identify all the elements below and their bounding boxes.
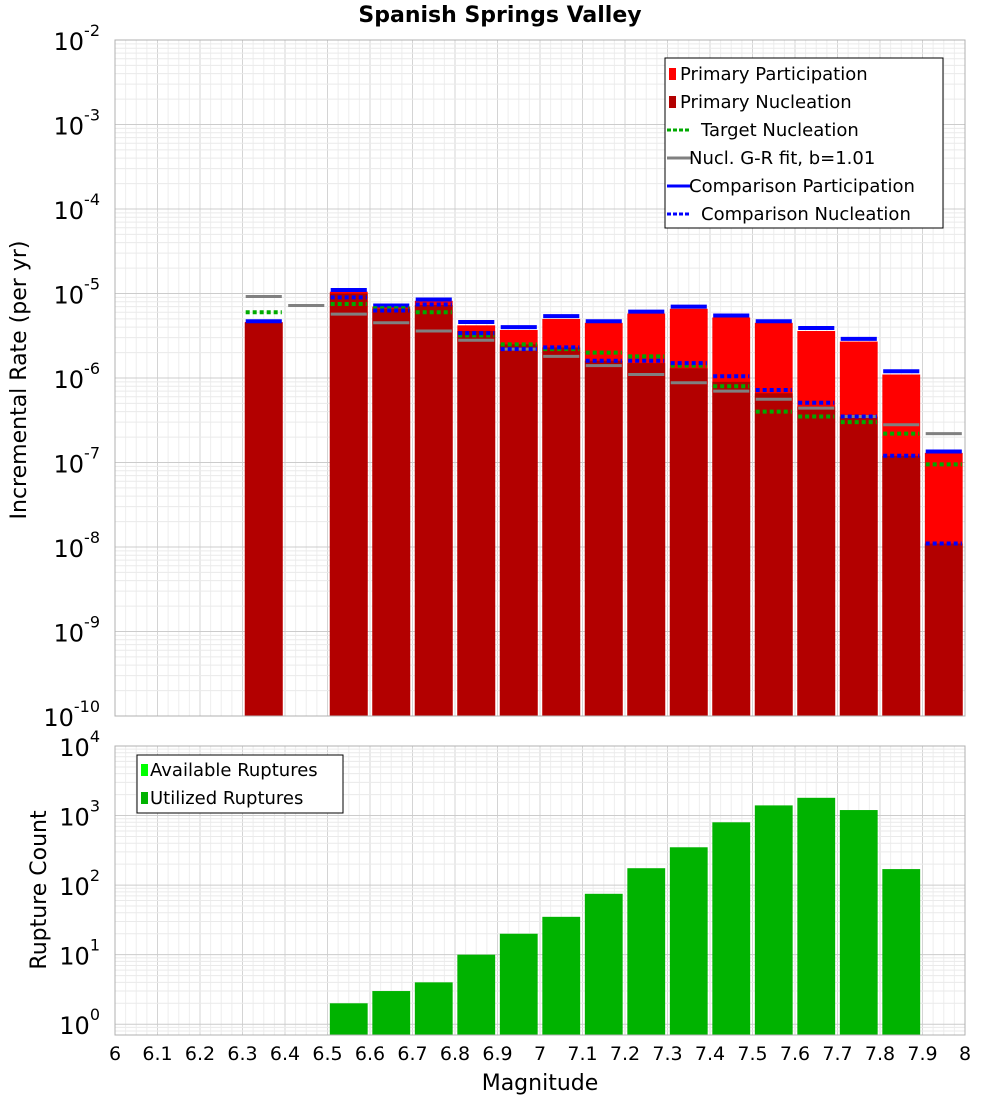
bottom-panel: 100 101 102 103 104 6 6.1 6.2 6.3 6.4 6.5 6.6 6.7 6.8…: [59, 727, 971, 1065]
legend-swatch: [669, 68, 676, 80]
legend-swatch: [669, 96, 676, 108]
x-tick-label: 6.2: [185, 1043, 215, 1065]
legend-swatch: [141, 764, 148, 776]
y-tick-label: 100: [59, 1005, 100, 1040]
utilized-ruptures-bar: [882, 869, 921, 1035]
legend-label: Comparison Participation: [689, 176, 915, 197]
utilized-ruptures-bar: [754, 805, 793, 1035]
primary-nucleation-bar: [244, 322, 283, 716]
primary-nucleation-bar: [372, 308, 411, 716]
x-tick-label: 7.1: [567, 1043, 597, 1065]
bottom-y-axis-label: Rupture Count: [27, 810, 52, 970]
y-tick-label: 103: [59, 797, 100, 832]
y-tick-label: 10-4: [54, 190, 101, 225]
legend-box: [136, 754, 344, 814]
x-tick-label: 7.4: [695, 1043, 725, 1065]
utilized-ruptures-bar: [542, 916, 581, 1035]
legend-label: Comparison Nucleation: [701, 204, 911, 225]
x-tick-label: 6.6: [355, 1043, 385, 1065]
legend-item: Available Ruptures: [141, 760, 318, 781]
legend-label: Primary Nucleation: [680, 92, 852, 113]
y-tick-label: 10-8: [54, 528, 101, 563]
x-tick-label: 7.3: [652, 1043, 682, 1065]
x-tick-label: 7: [534, 1043, 546, 1065]
primary-nucleation-bar: [499, 344, 538, 716]
primary-nucleation-bar: [797, 406, 836, 716]
x-tick-label: 6.5: [312, 1043, 342, 1065]
utilized-ruptures-bar: [797, 797, 836, 1035]
x-tick-label: 6.1: [142, 1043, 172, 1065]
primary-nucleation-bar: [584, 360, 623, 716]
legend-item: Comparison Participation: [667, 176, 915, 197]
y-tick-label: 102: [59, 866, 100, 901]
y-tick-label: 10-7: [54, 444, 101, 479]
x-tick-label: 7.5: [737, 1043, 767, 1065]
legend-label: Primary Participation: [680, 64, 868, 85]
x-tick-label: 6.9: [482, 1043, 512, 1065]
x-tick-label: 6.3: [227, 1043, 257, 1065]
utilized-ruptures-bar: [457, 954, 496, 1035]
primary-nucleation-bar: [839, 416, 878, 716]
utilized-ruptures-bar: [712, 822, 751, 1035]
plot-frame: [114, 39, 966, 717]
top-panel: 10-1010-910-810-710-610-510-410-310-2Pri…: [43, 21, 966, 732]
x-tick-label: 6.8: [440, 1043, 470, 1065]
x-tick-label: 7.2: [610, 1043, 640, 1065]
x-tick-label: 8: [959, 1043, 971, 1065]
y-tick-label: 10-2: [54, 21, 101, 56]
top-y-axis-label: Incremental Rate (per yr): [7, 241, 32, 520]
primary-nucleation-bar: [669, 368, 708, 716]
utilized-ruptures-bar: [329, 1003, 368, 1035]
y-tick-label: 10-6: [54, 359, 101, 394]
legend-item: Nucl. G-R fit, b=1.01: [667, 148, 875, 169]
legend-swatch: [141, 792, 148, 804]
legend-label: Available Ruptures: [150, 760, 318, 781]
chart-title: Spanish Springs Valley: [358, 3, 641, 28]
y-tick-label: 101: [59, 936, 100, 971]
y-tick-label: 104: [59, 727, 100, 762]
utilized-ruptures-bar: [372, 991, 411, 1035]
primary-nucleation-bar: [542, 347, 581, 716]
primary-nucleation-bar: [924, 543, 963, 716]
legend-item: Comparison Nucleation: [667, 204, 911, 225]
y-tick-label: 10-5: [54, 275, 101, 310]
x-tick-label: 7.7: [822, 1043, 852, 1065]
legend-label: Target Nucleation: [700, 120, 859, 141]
utilized-ruptures-bar: [584, 893, 623, 1035]
primary-nucleation-bar: [329, 293, 368, 716]
legend-item: Primary Participation: [669, 64, 868, 85]
x-tick-label: 7.8: [865, 1043, 895, 1065]
utilized-ruptures-bar: [414, 982, 453, 1035]
legend-item: Primary Nucleation: [669, 92, 852, 113]
y-tick-label: 10-3: [54, 106, 101, 141]
legend-label: Utilized Ruptures: [150, 788, 303, 809]
legend-item: Target Nucleation: [667, 120, 859, 141]
utilized-ruptures-bar: [669, 847, 708, 1035]
primary-nucleation-bar: [457, 330, 496, 716]
utilized-ruptures-bar: [839, 810, 878, 1035]
primary-nucleation-bar: [414, 305, 453, 716]
y-tick-label: 10-9: [54, 613, 101, 648]
x-tick-label: 6.4: [270, 1043, 300, 1065]
x-tick-label: 6: [109, 1043, 121, 1065]
primary-nucleation-bar: [712, 381, 751, 716]
x-axis-label: Magnitude: [482, 1071, 599, 1096]
legend-label: Nucl. G-R fit, b=1.01: [689, 148, 875, 169]
primary-nucleation-bar: [754, 393, 793, 716]
primary-nucleation-bar: [627, 363, 666, 716]
primary-nucleation-bar: [882, 455, 921, 716]
utilized-ruptures-bar: [627, 868, 666, 1035]
x-tick-label: 6.7: [397, 1043, 427, 1065]
plot-frame: [114, 745, 966, 1036]
x-tick-label: 7.9: [907, 1043, 937, 1065]
legend-box: [664, 57, 944, 229]
x-tick-label: 7.6: [780, 1043, 810, 1065]
utilized-ruptures-bar: [499, 933, 538, 1035]
legend-item: Utilized Ruptures: [141, 788, 303, 809]
